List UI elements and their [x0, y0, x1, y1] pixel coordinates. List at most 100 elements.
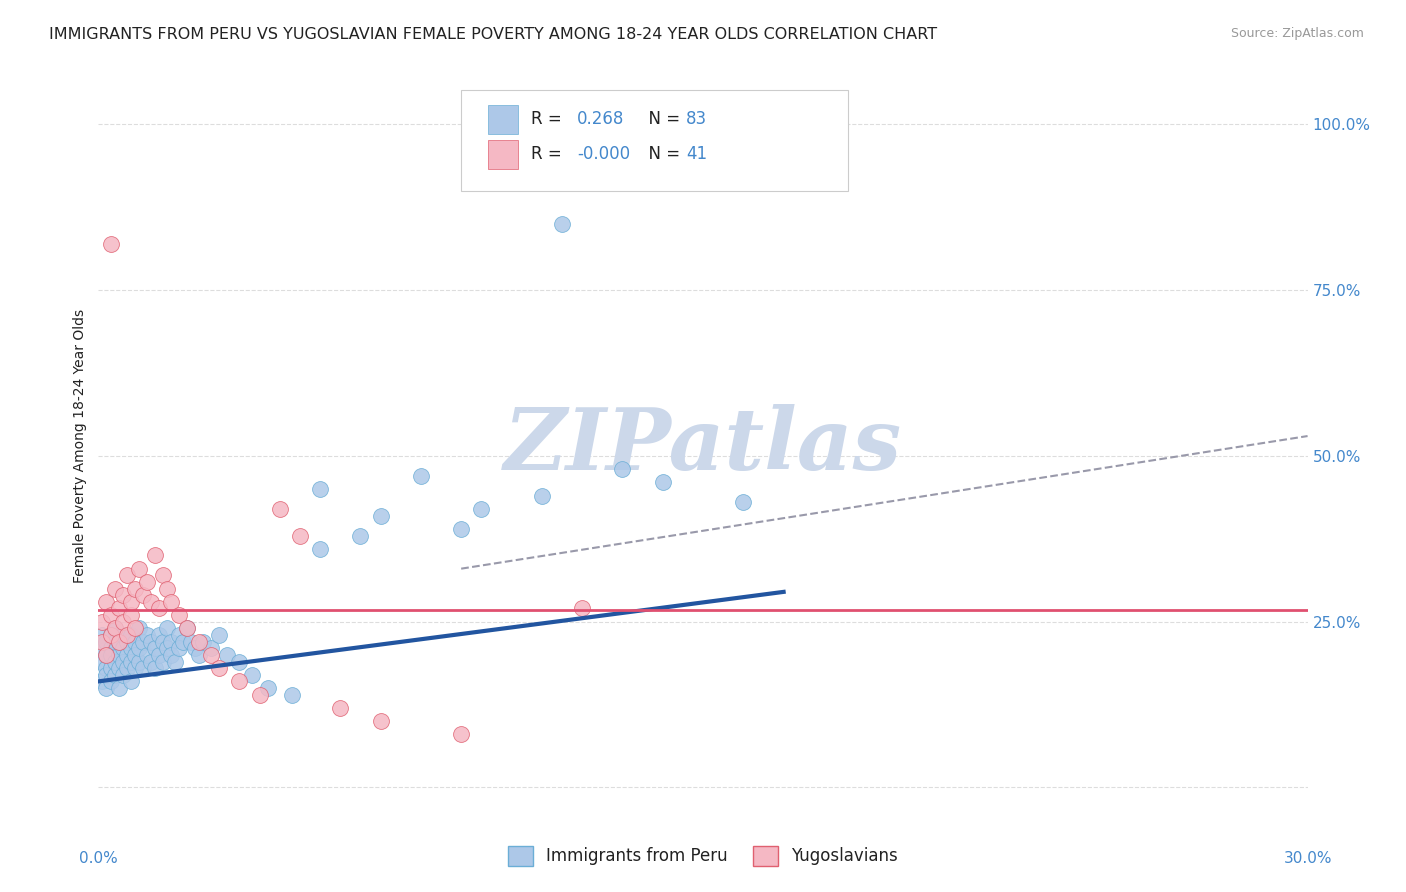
- Point: [103, 667, 125, 681]
- Point: [115, 661, 138, 675]
- Point: [115, 648, 138, 662]
- Point: [152, 634, 174, 648]
- Point: [96, 648, 118, 662]
- Point: [249, 688, 271, 702]
- Point: [551, 217, 574, 231]
- Point: [128, 621, 150, 635]
- Point: [148, 628, 170, 642]
- Point: [139, 655, 162, 669]
- Text: Source: ZipAtlas.com: Source: ZipAtlas.com: [1230, 27, 1364, 40]
- Point: [107, 601, 129, 615]
- Point: [120, 655, 142, 669]
- Point: [139, 634, 162, 648]
- Text: N =: N =: [638, 145, 685, 162]
- Point: [91, 641, 114, 656]
- Point: [651, 475, 673, 490]
- Text: 0.268: 0.268: [578, 110, 624, 128]
- Point: [143, 661, 166, 675]
- Point: [103, 621, 125, 635]
- Point: [100, 628, 122, 642]
- Point: [450, 522, 472, 536]
- Point: [470, 502, 492, 516]
- Point: [115, 568, 138, 582]
- Point: [107, 661, 129, 675]
- Point: [329, 701, 352, 715]
- Point: [107, 648, 129, 662]
- Point: [100, 674, 122, 689]
- Point: [148, 648, 170, 662]
- Point: [100, 648, 122, 662]
- Point: [107, 634, 129, 648]
- Point: [128, 641, 150, 656]
- Point: [188, 648, 211, 662]
- Point: [167, 608, 190, 623]
- Y-axis label: Female Poverty Among 18-24 Year Olds: Female Poverty Among 18-24 Year Olds: [73, 309, 87, 583]
- Point: [96, 595, 118, 609]
- Point: [370, 508, 392, 523]
- Point: [228, 674, 250, 689]
- Point: [217, 648, 239, 662]
- Point: [100, 628, 122, 642]
- Point: [349, 528, 371, 542]
- Point: [160, 595, 183, 609]
- Point: [124, 661, 146, 675]
- Point: [115, 628, 138, 642]
- Point: [120, 674, 142, 689]
- Text: N =: N =: [638, 110, 685, 128]
- Point: [103, 655, 125, 669]
- Point: [96, 648, 118, 662]
- Point: [152, 655, 174, 669]
- Point: [309, 541, 332, 556]
- Point: [107, 681, 129, 695]
- Text: 41: 41: [686, 145, 707, 162]
- Point: [135, 574, 157, 589]
- Point: [450, 727, 472, 741]
- Point: [100, 641, 122, 656]
- Point: [188, 634, 211, 648]
- Point: [120, 641, 142, 656]
- Point: [176, 621, 198, 635]
- Text: 83: 83: [686, 110, 707, 128]
- Point: [240, 667, 263, 681]
- Text: -0.000: -0.000: [578, 145, 630, 162]
- Point: [128, 562, 150, 576]
- Text: R =: R =: [531, 110, 567, 128]
- Point: [156, 621, 179, 635]
- Point: [167, 641, 190, 656]
- Point: [208, 628, 231, 642]
- Point: [96, 681, 118, 695]
- Point: [103, 582, 125, 596]
- Point: [100, 661, 122, 675]
- Point: [156, 641, 179, 656]
- FancyBboxPatch shape: [461, 90, 848, 191]
- Point: [152, 568, 174, 582]
- Point: [111, 667, 134, 681]
- Point: [96, 661, 118, 675]
- Point: [281, 688, 304, 702]
- Point: [111, 588, 134, 602]
- Point: [91, 634, 114, 648]
- Point: [409, 468, 432, 483]
- Point: [160, 634, 183, 648]
- Text: ZIPatlas: ZIPatlas: [503, 404, 903, 488]
- Point: [103, 621, 125, 635]
- Point: [132, 634, 155, 648]
- Point: [184, 641, 207, 656]
- Point: [100, 236, 122, 251]
- Point: [100, 608, 122, 623]
- Point: [288, 528, 311, 542]
- Point: [135, 648, 157, 662]
- FancyBboxPatch shape: [488, 140, 517, 169]
- Text: R =: R =: [531, 145, 567, 162]
- Point: [180, 634, 202, 648]
- Point: [135, 628, 157, 642]
- Point: [612, 462, 634, 476]
- Point: [124, 582, 146, 596]
- Point: [160, 648, 183, 662]
- Point: [269, 502, 291, 516]
- Point: [96, 667, 118, 681]
- Point: [91, 628, 114, 642]
- Point: [370, 714, 392, 728]
- Point: [200, 648, 222, 662]
- Point: [208, 661, 231, 675]
